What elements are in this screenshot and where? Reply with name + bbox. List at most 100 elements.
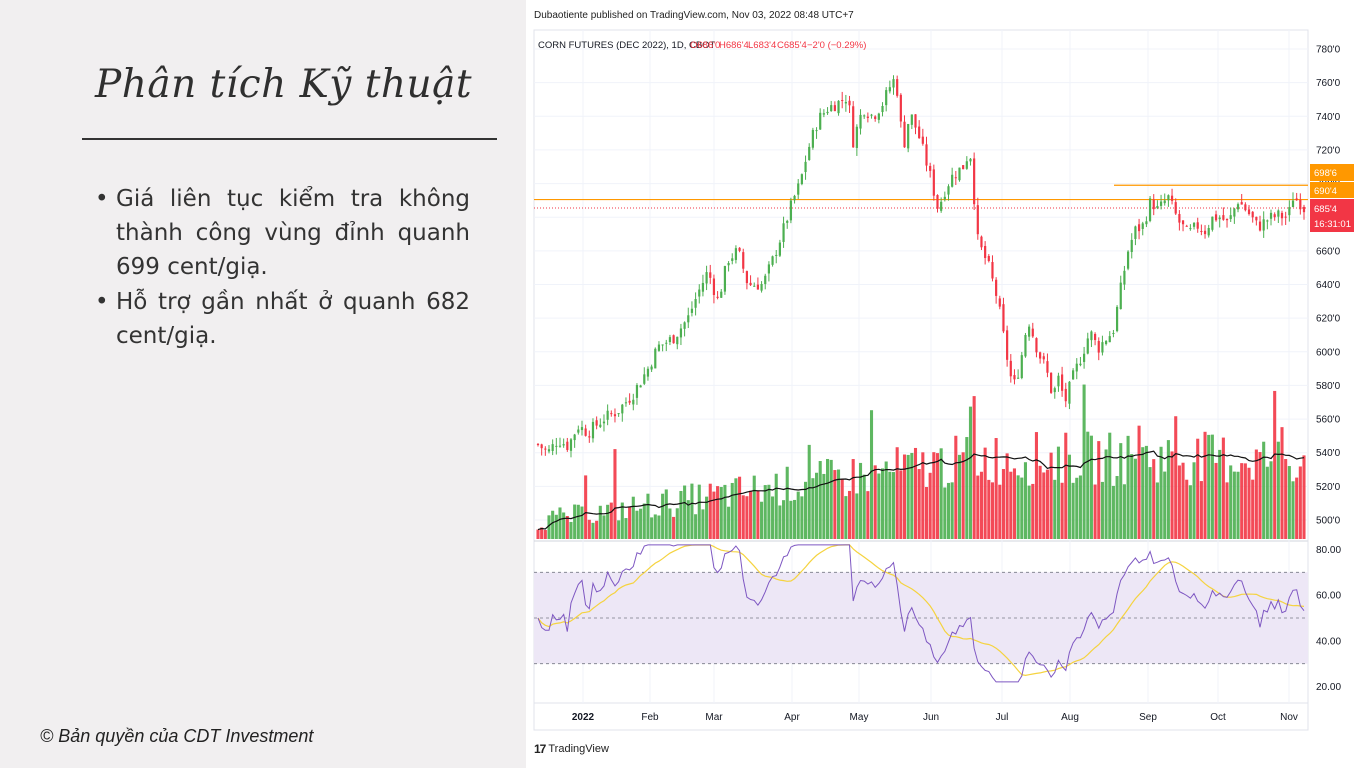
volume-bar (602, 515, 606, 539)
price-label: 690'4 (1314, 186, 1337, 197)
volume-bar (924, 486, 929, 539)
volume-bar (851, 459, 855, 539)
volume-bar (1207, 434, 1211, 539)
candle-body (943, 196, 946, 200)
candle-body (947, 186, 950, 195)
candle-body (826, 111, 829, 114)
candle-body (789, 200, 792, 221)
candle-body (1251, 211, 1254, 218)
candle-body (760, 284, 763, 291)
volume-bar (1276, 441, 1280, 539)
rsi-ma-line (537, 544, 1305, 677)
volume-bar (1089, 435, 1093, 539)
volume-bar (862, 474, 866, 539)
price-chart[interactable]: 780'0760'0740'0720'0700'0680'0660'0640'0… (526, 0, 1365, 768)
volume-bar (558, 507, 562, 539)
ohlc-value: H686'4 (719, 40, 749, 51)
candle-body (940, 201, 943, 211)
candle-body (628, 400, 631, 403)
volume-bar (844, 496, 848, 539)
volume-bar (935, 453, 940, 539)
slide-title: Phân tích Kỹ thuật (95, 62, 473, 107)
candle-body (544, 448, 547, 450)
volume-bar (628, 506, 632, 539)
volume-bar (796, 491, 800, 539)
volume-bar (1221, 437, 1225, 539)
volume-bar (716, 486, 720, 539)
volume-bar (998, 484, 1002, 539)
volume-bar (1284, 459, 1288, 539)
volume-bar (891, 472, 896, 539)
volume-bar (1086, 431, 1090, 539)
candle-body (995, 279, 998, 296)
countdown-label: 16:31:01 (1314, 219, 1351, 230)
candle-body (885, 90, 888, 106)
candle-body (804, 161, 807, 173)
candle-body (1108, 336, 1111, 343)
volume-bar (1155, 482, 1159, 539)
candle-body (1050, 372, 1053, 393)
candle-body (976, 205, 979, 235)
volume-bar (1027, 485, 1031, 539)
volume-bar (1229, 465, 1233, 539)
candle-body (929, 165, 932, 171)
volume-bar (1020, 477, 1024, 539)
candle-body (709, 272, 712, 278)
candle-body (998, 298, 1001, 307)
volume-bar (1258, 452, 1262, 539)
candle-body (951, 174, 954, 187)
candle-body (1104, 341, 1108, 345)
candle-body (1079, 363, 1082, 366)
price-label-box (1310, 199, 1354, 232)
volume-bar (1056, 446, 1060, 539)
volume-bar (782, 500, 786, 539)
candle-body (1064, 388, 1067, 402)
candle-body (610, 413, 613, 415)
candle-body (584, 428, 587, 436)
candle-body (1236, 204, 1240, 210)
volume-bar (1247, 467, 1251, 539)
volume-bar (1185, 479, 1189, 539)
candle-body (775, 254, 778, 256)
candle-body (650, 366, 653, 370)
candle-body (1042, 356, 1045, 360)
volume-bar (694, 514, 698, 539)
candle-body (1222, 215, 1225, 220)
candle-body (599, 424, 602, 427)
volume-bar (778, 505, 782, 539)
candle-body (877, 113, 880, 120)
volume-bar (1210, 434, 1214, 539)
candle-body (936, 195, 939, 209)
volume-bar (866, 491, 870, 539)
volume-bar (672, 516, 676, 539)
candle-body (800, 174, 803, 185)
candle-body (716, 296, 719, 298)
volume-bar (1148, 467, 1152, 539)
title-divider (82, 138, 497, 140)
bullet-list: Giá liên tục kiểm tra không thành công v… (95, 182, 470, 354)
candle-body (892, 79, 895, 88)
volume-bar (1093, 484, 1097, 539)
volume-bar (657, 515, 661, 539)
volume-bar (1203, 431, 1207, 539)
time-tick-label: Jul (996, 712, 1009, 723)
candle-body (1035, 338, 1038, 353)
candle-body (1225, 218, 1229, 221)
volume-bar (1115, 476, 1119, 539)
volume-bar (1214, 462, 1218, 539)
candle-body (1057, 375, 1060, 387)
candle-body (635, 385, 639, 398)
ohlc-value: O686'0 (690, 40, 720, 51)
candle-body (745, 271, 749, 284)
candle-body (547, 449, 551, 452)
volume-bar (913, 447, 918, 539)
candle-body (987, 256, 990, 261)
time-tick-label: Jun (923, 712, 939, 723)
candle-body (621, 404, 624, 414)
candle-body (859, 114, 862, 129)
price-tick-label: 520'0 (1316, 482, 1341, 493)
volume-bar (774, 473, 778, 539)
candle-body (1192, 222, 1196, 227)
volume-bar (1273, 390, 1277, 539)
tradingview-logo[interactable]: 17 TradingView (534, 742, 609, 756)
